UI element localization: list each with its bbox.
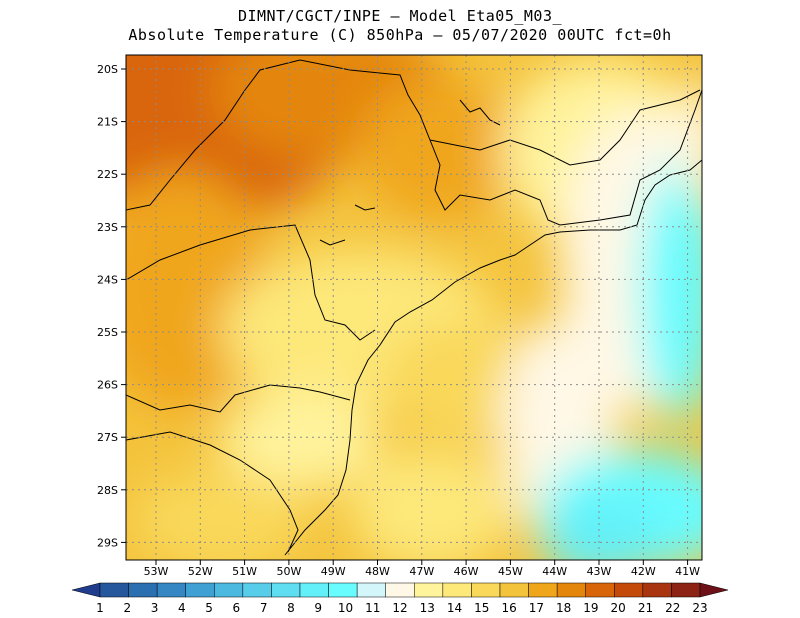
- lat-label: 22S: [97, 168, 118, 181]
- colorbar-cell: [471, 582, 501, 598]
- colorbar-label: 11: [365, 601, 380, 615]
- colorbar-cell: [185, 582, 215, 598]
- colorbar-cell: [299, 582, 329, 598]
- latitude-axis: 20S 21S 22S 23S 24S 25S 26S 27S 28S 29S: [97, 63, 126, 549]
- colorbar-label: 6: [233, 601, 241, 615]
- lon-label: 46W: [454, 565, 479, 578]
- colorbar-label: 1: [96, 601, 104, 615]
- colorbar-cell: [271, 582, 301, 598]
- lat-label: 28S: [97, 484, 118, 497]
- colorbar-label: 9: [314, 601, 322, 615]
- colorbar-cell: [699, 582, 729, 598]
- colorbar-label: 5: [205, 601, 213, 615]
- colorbar-cell: [414, 582, 444, 598]
- lon-label: 52W: [188, 565, 213, 578]
- colorbar-label: 15: [474, 601, 489, 615]
- lon-label: 53W: [144, 565, 169, 578]
- colorbar-cell: [328, 582, 358, 598]
- colorbar: 1 2 3 4 5 6 7 8 9 10 11 12 13 14 15 16 17 18 19 20 21 22 23: [71, 582, 729, 615]
- lon-label: 45W: [498, 565, 523, 578]
- colorbar-cell: [585, 582, 615, 598]
- colorbar-cell: [671, 582, 701, 598]
- colorbar-cell: [99, 582, 129, 598]
- lat-label: 26S: [97, 379, 118, 392]
- lat-label: 23S: [97, 221, 118, 234]
- colorbar-label: 10: [338, 601, 353, 615]
- colorbar-cell: [71, 582, 101, 598]
- lon-label: 49W: [321, 565, 346, 578]
- colorbar-cell: [556, 582, 586, 598]
- lat-label: 24S: [97, 273, 118, 286]
- lon-label: 44W: [542, 565, 567, 578]
- colorbar-label: 22: [665, 601, 680, 615]
- colorbar-cell: [214, 582, 244, 598]
- colorbar-label: 20: [611, 601, 626, 615]
- colorbar-label: 2: [123, 601, 131, 615]
- lat-lon-grid: [126, 55, 702, 560]
- plot-frame: [125, 54, 703, 561]
- lon-label: 50W: [276, 565, 301, 578]
- colorbar-cell: [442, 582, 472, 598]
- colorbar-cell: [499, 582, 529, 598]
- colorbar-label: 7: [260, 601, 268, 615]
- longitude-axis: 53W 52W 51W 50W 49W 48W 47W 46W 45W 44W 43W 42W 41W: [144, 560, 700, 578]
- colorbar-label: 21: [638, 601, 653, 615]
- colorbar-cell: [528, 582, 558, 598]
- colorbar-label: 12: [392, 601, 407, 615]
- colorbar-label: 17: [529, 601, 544, 615]
- map-title-line-1: DIMNT/CGCT/INPE – Model Eta05_M03_: [237, 7, 563, 25]
- colorbar-label: 14: [447, 601, 462, 615]
- colorbar-cell: [614, 582, 644, 598]
- lat-label: 27S: [97, 431, 118, 444]
- colorbar-cell: [642, 582, 672, 598]
- temperature-field: [126, 55, 702, 560]
- coastline-and-borders: [126, 59, 702, 556]
- colorbar-label: 8: [287, 601, 295, 615]
- colorbar-cell: [242, 582, 272, 598]
- lon-label: 51W: [232, 565, 257, 578]
- colorbar-cell: [156, 582, 186, 598]
- colorbar-label: 19: [583, 601, 598, 615]
- lat-label: 25S: [97, 326, 118, 339]
- colorbar-label: 4: [178, 601, 186, 615]
- colorbar-label: 16: [501, 601, 516, 615]
- colorbar-label: 13: [420, 601, 435, 615]
- colorbar-label: 3: [151, 601, 159, 615]
- colorbar-label: 18: [556, 601, 571, 615]
- lat-label: 21S: [97, 116, 118, 129]
- lon-label: 41W: [675, 565, 700, 578]
- map-title-line-2: Absolute Temperature (C) 850hPa – 05/07/…: [128, 26, 672, 44]
- colorbar-cell: [385, 582, 415, 598]
- lat-label: 20S: [97, 63, 118, 76]
- colorbar-label: 23: [692, 601, 707, 615]
- lon-label: 47W: [409, 565, 434, 578]
- lon-label: 48W: [365, 565, 390, 578]
- colorbar-cell: [128, 582, 158, 598]
- lat-label: 29S: [97, 536, 118, 549]
- colorbar-cell: [356, 582, 386, 598]
- lon-label: 43W: [587, 565, 612, 578]
- lon-label: 42W: [631, 565, 656, 578]
